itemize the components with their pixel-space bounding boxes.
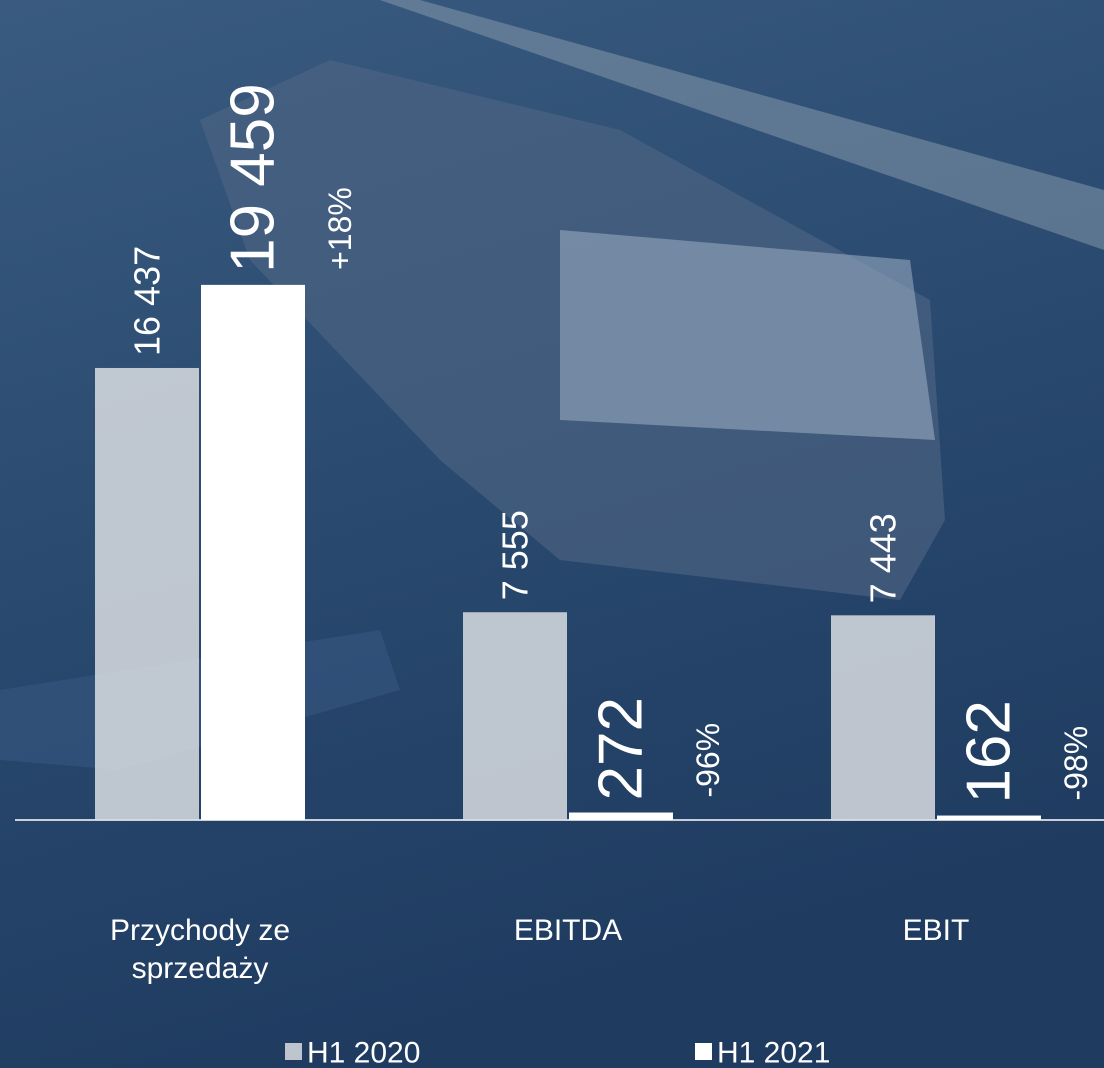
pier	[380, 0, 1104, 250]
change-label: -96%	[690, 723, 726, 798]
bar	[95, 367, 199, 820]
category-label: Przychody ze sprzedaży	[109, 914, 291, 985]
value-label: 7 555	[495, 510, 536, 600]
bar	[831, 615, 935, 820]
bar	[463, 612, 567, 820]
legend-label: H1 2020	[307, 1037, 420, 1068]
change-label: +18%	[322, 187, 358, 270]
value-label: 19 459	[219, 83, 288, 273]
legend-swatch	[695, 1043, 712, 1060]
bar	[937, 815, 1041, 820]
bar	[201, 284, 305, 820]
legend-label: H1 2021	[717, 1037, 830, 1068]
legend-swatch	[285, 1043, 302, 1060]
category-label: EBITDA	[513, 914, 623, 947]
value-label: 162	[955, 700, 1024, 803]
bar	[569, 812, 673, 820]
change-label: -98%	[1058, 726, 1094, 801]
value-label: 16 437	[127, 246, 168, 356]
ship-superstructure	[560, 230, 935, 440]
value-label: 272	[587, 697, 656, 800]
value-label: 7 443	[863, 513, 904, 603]
category-label: EBIT	[902, 914, 970, 947]
